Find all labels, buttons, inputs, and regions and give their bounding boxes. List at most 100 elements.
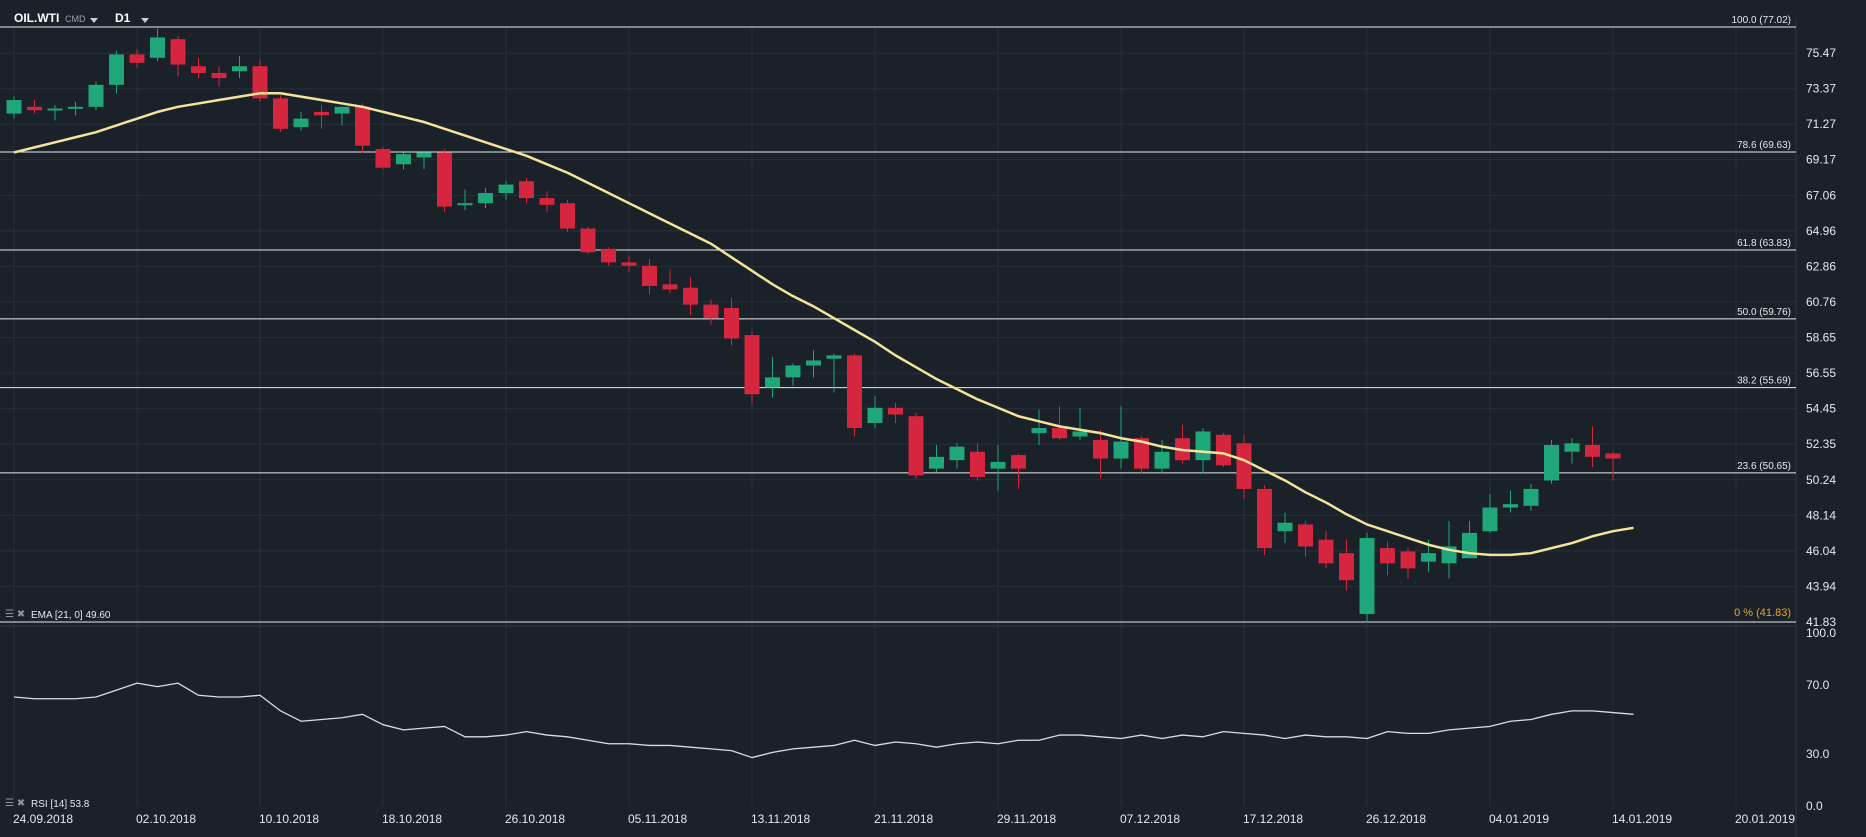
timeframe-label[interactable]: D1 bbox=[115, 11, 131, 25]
fib-level-label: 61.8 (63.83) bbox=[1737, 238, 1791, 249]
candle-body bbox=[560, 203, 575, 229]
candle-body bbox=[129, 54, 145, 63]
candle-body bbox=[1072, 431, 1088, 437]
candle-body bbox=[1134, 438, 1149, 469]
candle-body bbox=[88, 84, 104, 107]
candle-body bbox=[273, 98, 288, 129]
candle-body bbox=[1503, 504, 1518, 508]
candle-body bbox=[211, 72, 227, 79]
candle-body bbox=[1585, 444, 1600, 457]
candle-body bbox=[1257, 488, 1272, 549]
price-tick-label: 73.37 bbox=[1806, 82, 1836, 96]
date-tick-label: 26.10.2018 bbox=[505, 812, 565, 826]
rsi-tick-label: 0.0 bbox=[1806, 799, 1823, 813]
date-tick-label: 10.10.2018 bbox=[259, 812, 319, 826]
candle-body bbox=[826, 355, 842, 359]
candle-body bbox=[724, 308, 739, 339]
candle-body bbox=[1195, 431, 1211, 461]
date-tick-label: 20.01.2019 bbox=[1735, 812, 1795, 826]
candle-body bbox=[908, 416, 924, 476]
rsi-tick-label: 30.0 bbox=[1806, 747, 1830, 761]
fib-low-label: 0 % (41.83) bbox=[1734, 607, 1791, 619]
rsi-tick-label: 70.0 bbox=[1806, 678, 1830, 692]
date-tick-label: 13.11.2018 bbox=[751, 812, 810, 826]
candle-body bbox=[478, 193, 493, 204]
instrument-type-chevron-down-icon[interactable] bbox=[90, 18, 98, 23]
candle-body bbox=[949, 446, 965, 461]
candle-body bbox=[1154, 451, 1170, 469]
date-tick-label: 18.10.2018 bbox=[382, 812, 442, 826]
candle-body bbox=[1318, 539, 1334, 564]
candle-body bbox=[314, 111, 329, 116]
candle-body bbox=[150, 37, 165, 58]
candle-body bbox=[1031, 428, 1047, 434]
candle-body bbox=[888, 407, 903, 415]
candle-body bbox=[27, 106, 42, 111]
candle-body bbox=[929, 456, 944, 469]
date-tick-label: 21.11.2018 bbox=[874, 812, 933, 826]
price-tick-label: 64.96 bbox=[1806, 224, 1836, 238]
price-tick-label: 50.24 bbox=[1806, 473, 1836, 487]
rsi-tick-label: 100.0 bbox=[1806, 626, 1836, 640]
price-tick-label: 56.55 bbox=[1806, 366, 1836, 380]
candle-body bbox=[252, 66, 268, 99]
candle-body bbox=[1052, 428, 1067, 439]
price-tick-label: 54.45 bbox=[1806, 402, 1836, 416]
candle-body bbox=[457, 203, 473, 206]
candle-body bbox=[1400, 551, 1416, 569]
instrument-type-label[interactable]: CMD bbox=[65, 14, 86, 24]
candle-body bbox=[191, 66, 206, 73]
candle-body bbox=[970, 451, 985, 478]
price-tick-label: 52.35 bbox=[1806, 437, 1836, 451]
candle-body bbox=[519, 181, 534, 199]
candle-body bbox=[1011, 455, 1026, 469]
candle-body bbox=[1277, 522, 1293, 532]
candle-body bbox=[683, 287, 698, 305]
candle-body bbox=[601, 248, 616, 263]
candle-body bbox=[765, 377, 780, 388]
candle-body bbox=[1359, 537, 1375, 615]
price-tick-label: 41.83 bbox=[1806, 615, 1836, 629]
candle-body bbox=[1523, 488, 1539, 506]
candle-body bbox=[1216, 434, 1231, 466]
candle-body bbox=[1339, 553, 1354, 581]
date-tick-label: 14.01.2019 bbox=[1612, 812, 1672, 826]
fib-level-label: 38.2 (55.69) bbox=[1737, 376, 1791, 387]
candle-body bbox=[1564, 443, 1580, 452]
candle-body bbox=[1605, 453, 1621, 459]
date-tick-label: 29.11.2018 bbox=[997, 812, 1056, 826]
candle-body bbox=[396, 154, 411, 165]
candle-body bbox=[662, 284, 678, 290]
candle-body bbox=[375, 149, 391, 168]
rsi-settings-icon[interactable]: ☰ ✖ bbox=[5, 798, 26, 809]
date-tick-label: 07.12.2018 bbox=[1120, 812, 1180, 826]
price-tick-label: 60.76 bbox=[1806, 295, 1836, 309]
fib-level-label: 100.0 (77.02) bbox=[1732, 15, 1792, 26]
timeframe-chevron-down-icon[interactable] bbox=[141, 18, 149, 23]
ema-settings-icon[interactable]: ☰ ✖ bbox=[5, 609, 26, 620]
date-tick-label: 04.01.2019 bbox=[1489, 812, 1549, 826]
candle-body bbox=[867, 407, 883, 423]
candle-body bbox=[1544, 444, 1559, 481]
candle-body bbox=[1093, 439, 1108, 459]
price-tick-label: 58.65 bbox=[1806, 331, 1836, 345]
candle-body bbox=[806, 360, 821, 366]
fib-level-label: 23.6 (50.65) bbox=[1737, 461, 1791, 472]
date-tick-label: 26.12.2018 bbox=[1366, 812, 1426, 826]
candle-body bbox=[437, 152, 452, 207]
candle-body bbox=[1113, 441, 1129, 459]
date-tick-label: 02.10.2018 bbox=[136, 812, 196, 826]
fib-level-label: 78.6 (69.63) bbox=[1737, 140, 1791, 151]
fib-level-label: 50.0 (59.76) bbox=[1737, 307, 1791, 318]
candle-body bbox=[1298, 524, 1313, 547]
rsi-line bbox=[13, 682, 1634, 759]
ema-indicator-label: EMA [21, 0] 49.60 bbox=[31, 610, 111, 621]
candle-body bbox=[580, 228, 596, 253]
price-tick-label: 71.27 bbox=[1806, 117, 1836, 131]
candle-body bbox=[785, 365, 801, 378]
candle-body bbox=[744, 335, 760, 395]
candle-body bbox=[232, 66, 247, 72]
price-tick-label: 69.17 bbox=[1806, 153, 1836, 167]
symbol-label[interactable]: OIL.WTI bbox=[14, 11, 60, 25]
